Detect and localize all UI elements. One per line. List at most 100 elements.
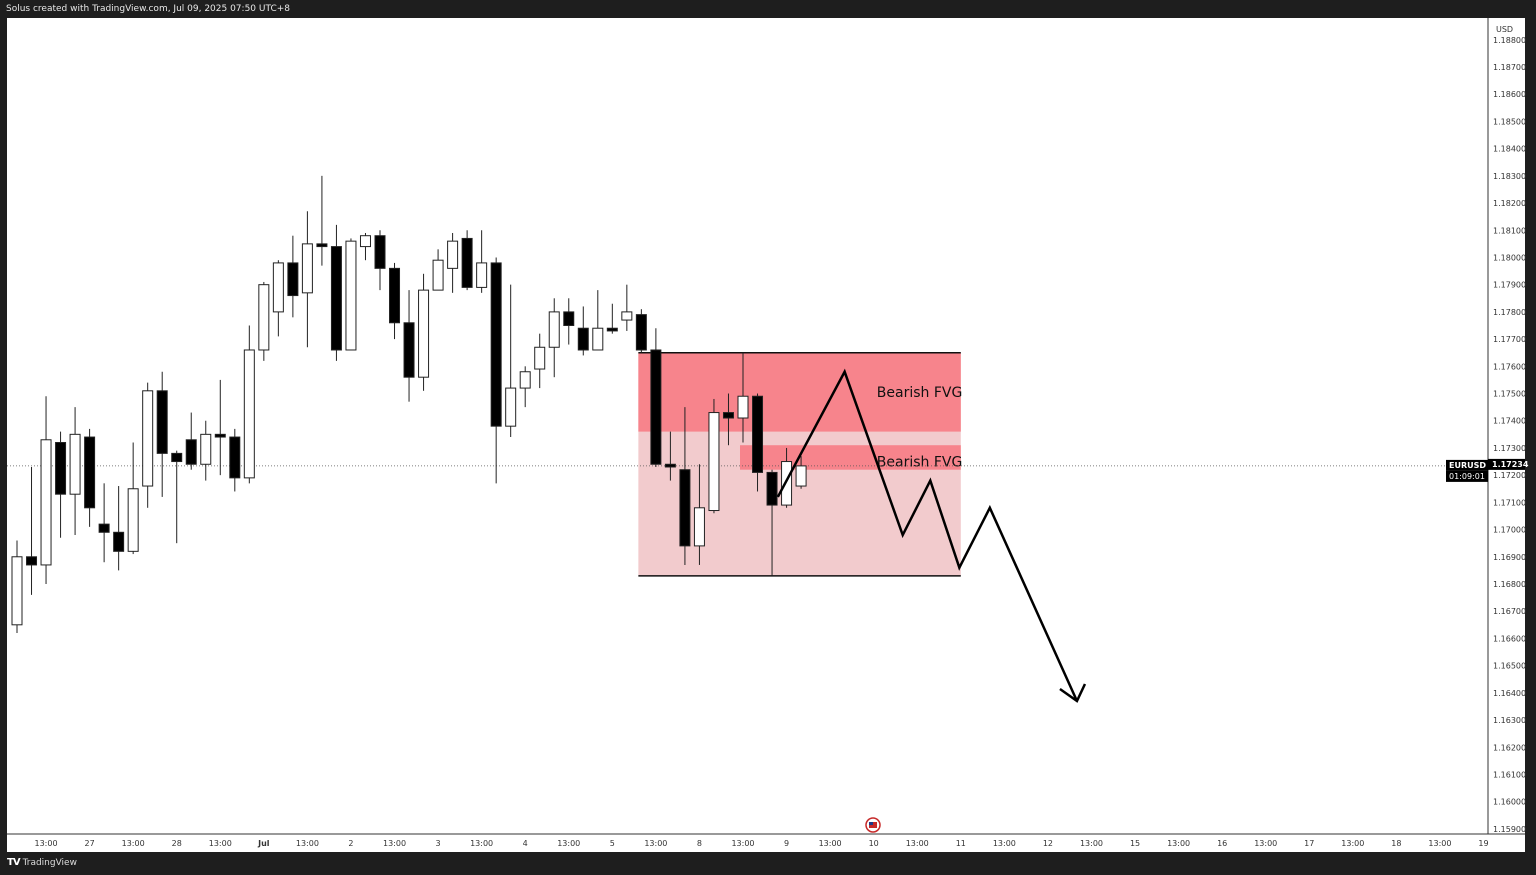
price-tick-label: 1.17800: [1493, 308, 1526, 317]
time-tick-label: 27: [85, 839, 95, 848]
candle: [272, 260, 284, 337]
candle: [345, 238, 357, 351]
time-tick-label: 13:00: [470, 839, 493, 848]
time-tick-label: 2: [348, 839, 353, 848]
time-tick-label: 13:00: [993, 839, 1016, 848]
candle: [69, 407, 81, 536]
candle: [781, 447, 793, 508]
candle-body: [548, 311, 560, 348]
candle-body: [447, 240, 459, 269]
time-tick-label: 13:00: [122, 839, 145, 848]
price-tick-label: 1.17000: [1493, 526, 1526, 535]
candle-body: [374, 235, 386, 269]
candle-body: [272, 262, 284, 313]
countdown-label: 01:09:01: [1449, 472, 1485, 481]
time-tick-label: 13:00: [1254, 839, 1277, 848]
time-tick-label: 13:00: [819, 839, 842, 848]
price-tick-label: 1.16500: [1493, 662, 1526, 671]
time-tick-label: 12: [1043, 839, 1053, 848]
time-tick-label: 16: [1217, 839, 1227, 848]
candle: [679, 407, 691, 565]
candle-body: [185, 439, 197, 465]
candlestick-chart[interactable]: Bearish FVG Bearish FVG 1.18800 1.18700 1.18…: [0, 0, 1536, 852]
candle-body: [722, 412, 734, 419]
candle: [447, 232, 459, 293]
candle: [519, 366, 531, 408]
candle-body: [316, 243, 328, 248]
candle-body: [26, 556, 38, 566]
candle-body: [737, 395, 749, 419]
symbol-badge: [1446, 459, 1488, 471]
candle: [548, 298, 560, 378]
price-tick-label: 1.16800: [1493, 580, 1526, 589]
candle-body: [127, 488, 139, 552]
candle: [461, 230, 473, 291]
candle-body: [635, 314, 647, 351]
candle-body: [461, 237, 473, 288]
candle: [113, 486, 125, 571]
candle-body: [40, 439, 52, 566]
candle: [301, 211, 313, 348]
price-tick-label: 1.18200: [1493, 199, 1526, 208]
candle: [766, 469, 778, 576]
candle: [737, 352, 749, 443]
price-tick-label: 1.17500: [1493, 390, 1526, 399]
time-tick-label: 4: [523, 839, 528, 848]
candle-body: [650, 349, 662, 465]
time-tick-label: 18: [1391, 839, 1401, 848]
last-price-badge: [1488, 458, 1525, 470]
arrowhead-icon: [1059, 683, 1087, 703]
candle: [258, 281, 270, 361]
attribution-bar: Solus created with TradingView.com, Jul …: [0, 0, 1536, 18]
time-tick-label: 9: [784, 839, 789, 848]
candle-body: [432, 259, 444, 291]
candle: [650, 328, 662, 467]
candle-body: [171, 452, 183, 463]
candle: [84, 428, 96, 527]
price-tick-label: 1.16300: [1493, 716, 1526, 725]
candle-body: [563, 311, 575, 326]
time-tick-label: 13:00: [1341, 839, 1364, 848]
flag-canton: [869, 822, 873, 825]
candle-body: [403, 322, 415, 378]
candle: [330, 224, 342, 361]
candle-body: [301, 243, 313, 294]
candle: [752, 393, 764, 492]
candle-body: [345, 240, 357, 351]
tradingview-logo[interactable]: TV TradingView: [7, 857, 77, 868]
candle: [389, 262, 401, 340]
candle-body: [113, 531, 125, 552]
price-tick-label: 1.16400: [1493, 689, 1526, 698]
candle: [664, 431, 676, 481]
candle-body: [359, 235, 371, 248]
candle-body: [98, 523, 110, 533]
time-tick-label: 13:00: [906, 839, 929, 848]
price-tick-label: 1.18100: [1493, 226, 1526, 235]
time-tick-label: 13:00: [1080, 839, 1103, 848]
brand-name: TradingView: [22, 857, 77, 868]
candle: [55, 431, 67, 538]
candle-body: [156, 390, 168, 454]
time-tick-label: 8: [697, 839, 702, 848]
candle: [795, 456, 807, 489]
candle: [490, 257, 502, 484]
candle-body: [287, 262, 299, 297]
price-tick-label: 1.18000: [1493, 253, 1526, 262]
candle-body: [243, 349, 255, 479]
candle-body: [693, 507, 705, 547]
candle-body: [11, 556, 23, 626]
candle-body: [621, 311, 633, 321]
candle: [635, 309, 647, 353]
price-tick-label: 1.16600: [1493, 634, 1526, 643]
candle: [403, 290, 415, 402]
price-tick-label: 1.17900: [1493, 281, 1526, 290]
candle: [592, 290, 604, 351]
candle-body: [577, 327, 589, 351]
candle: [693, 464, 705, 565]
price-tick-label: 1.18400: [1493, 145, 1526, 154]
price-tick-label: 1.17700: [1493, 335, 1526, 344]
time-tick-label: 3: [436, 839, 441, 848]
candle: [505, 284, 517, 438]
candle: [316, 175, 328, 266]
candle-body: [214, 433, 226, 438]
